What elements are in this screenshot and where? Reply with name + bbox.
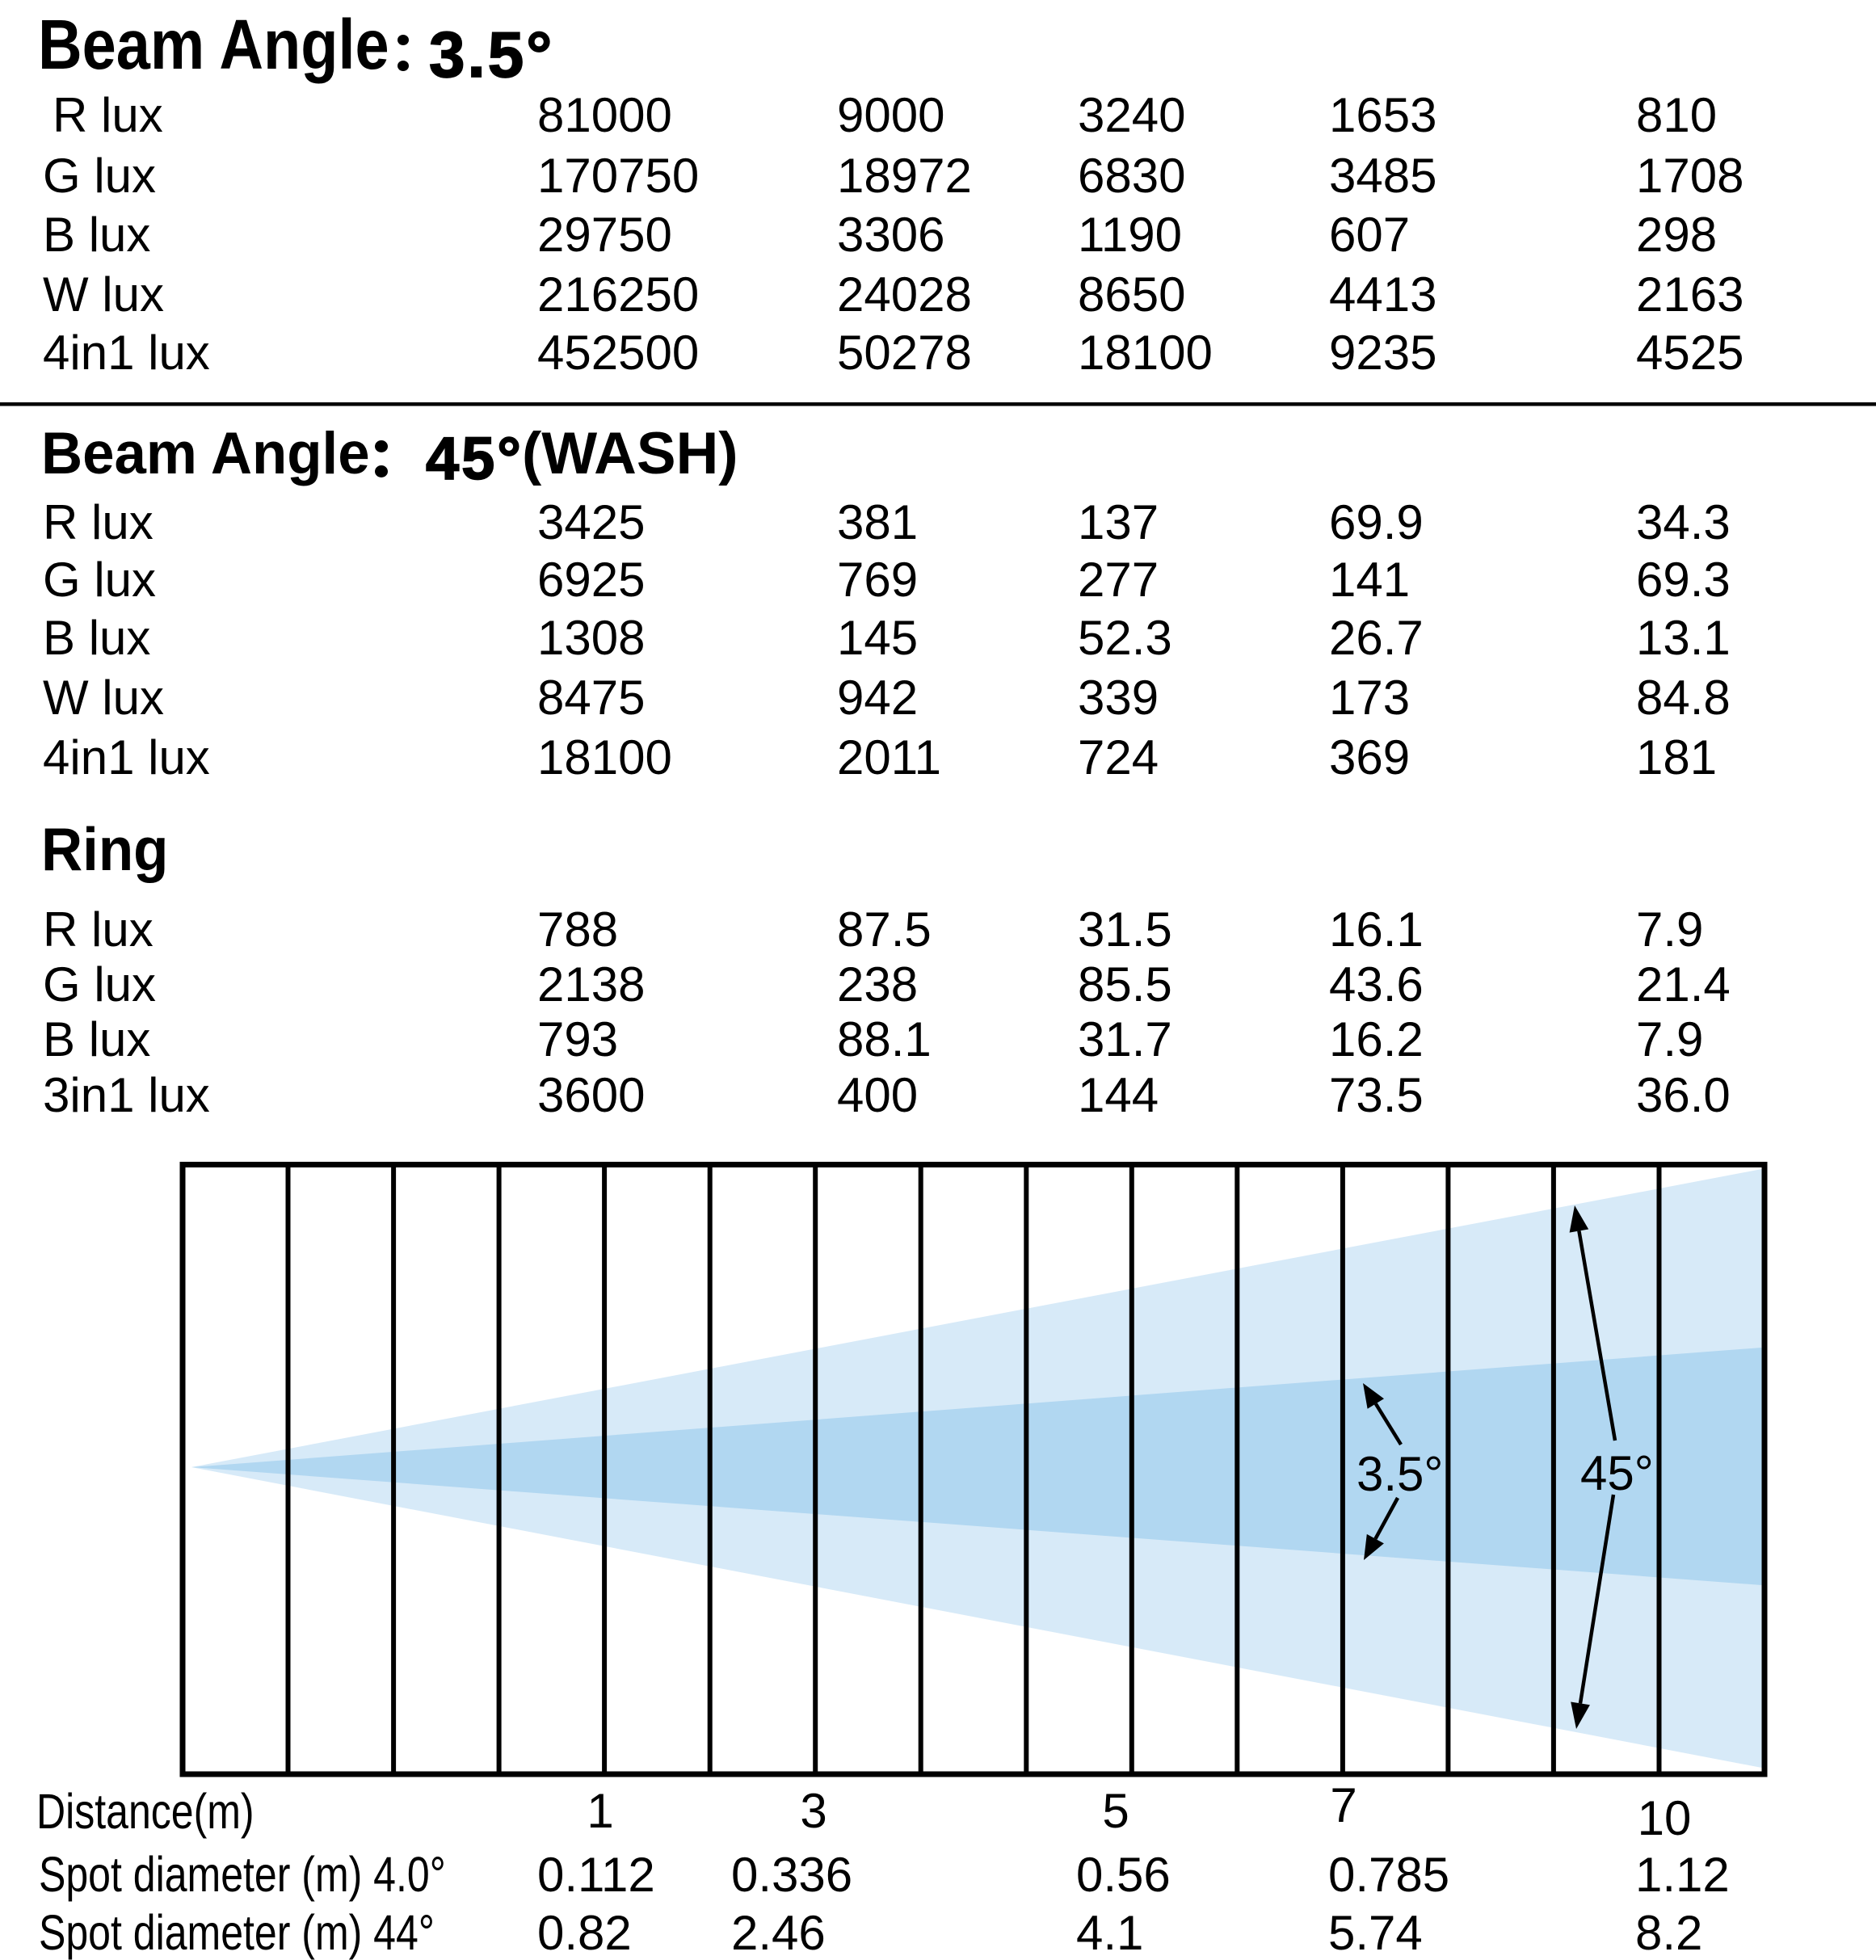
svg-text:45°: 45° bbox=[1580, 1446, 1654, 1500]
svg-text:3.5°: 3.5° bbox=[1357, 1447, 1443, 1501]
